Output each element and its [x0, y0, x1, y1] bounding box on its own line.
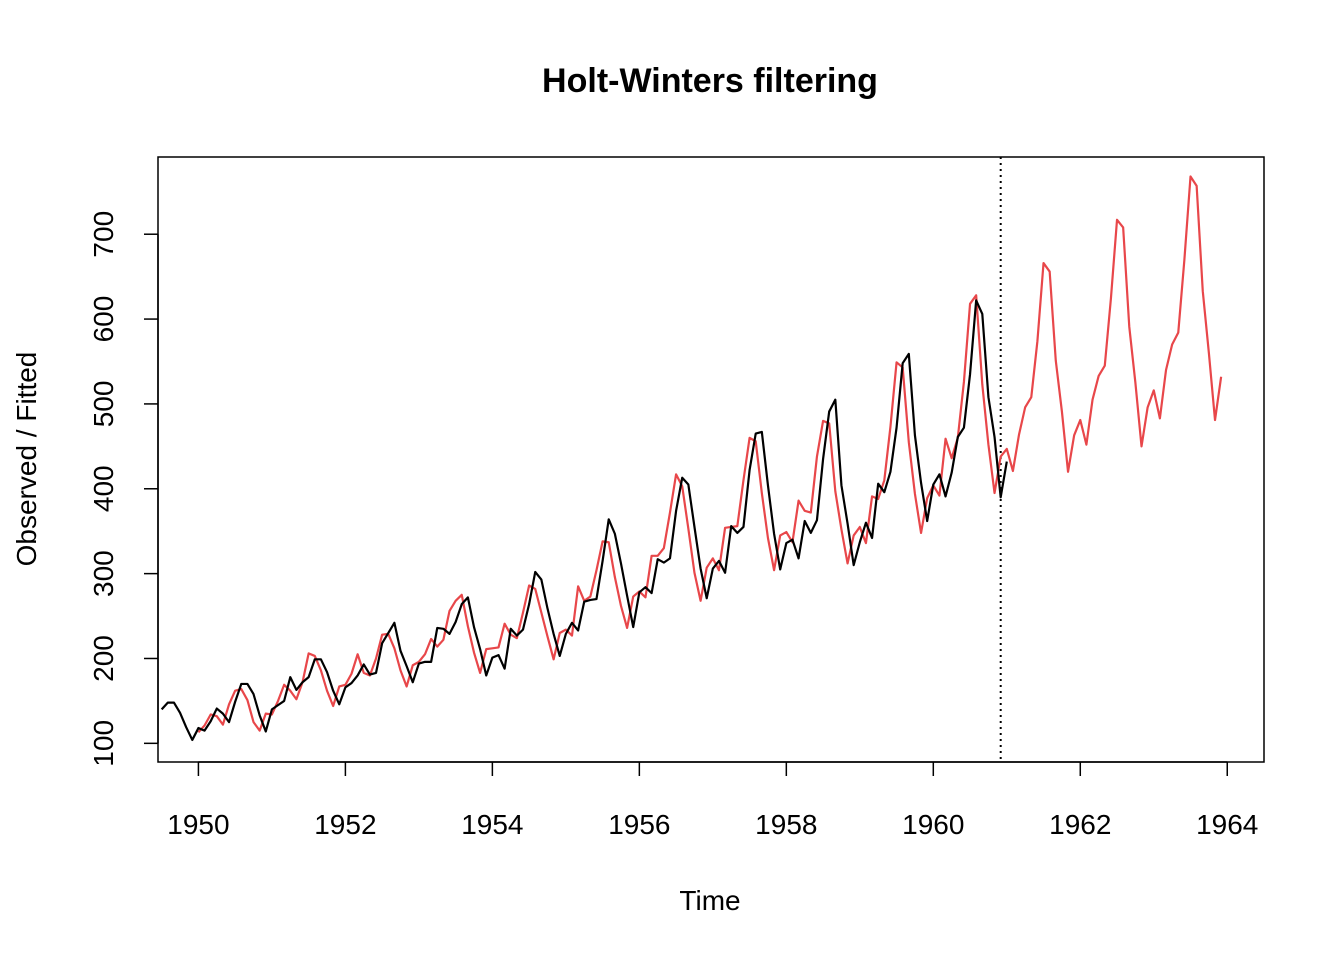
y-tick-label: 300 — [88, 550, 119, 597]
plot-frame — [157, 156, 1265, 763]
x-axis: 1950 1952 1954 1956 1958 1960 1962 1964 — [167, 761, 1258, 840]
y-axis-label: Observed / Fitted — [11, 352, 42, 567]
x-tick-label: 1962 — [1049, 809, 1111, 840]
y-tick-label: 100 — [88, 720, 119, 767]
observed-series-line — [160, 299, 1008, 742]
x-tick-label: 1964 — [1196, 809, 1258, 840]
x-tick-label: 1960 — [902, 809, 964, 840]
x-tick-label: 1958 — [755, 809, 817, 840]
y-tick-label: 700 — [88, 211, 119, 258]
y-tick-label: 600 — [88, 296, 119, 343]
x-tick-label: 1950 — [167, 809, 229, 840]
y-axis: 100 200 300 400 500 600 700 — [88, 211, 159, 767]
x-tick-label: 1952 — [314, 809, 376, 840]
y-tick-label: 500 — [88, 381, 119, 428]
y-tick-label: 200 — [88, 635, 119, 682]
x-tick-label: 1956 — [608, 809, 670, 840]
plot-area — [160, 157, 1223, 762]
x-axis-label: Time — [679, 885, 740, 916]
y-tick-label: 400 — [88, 465, 119, 512]
x-tick-label: 1954 — [461, 809, 523, 840]
chart-title: Holt-Winters filtering — [542, 62, 878, 100]
fitted-series-line — [197, 175, 1223, 734]
